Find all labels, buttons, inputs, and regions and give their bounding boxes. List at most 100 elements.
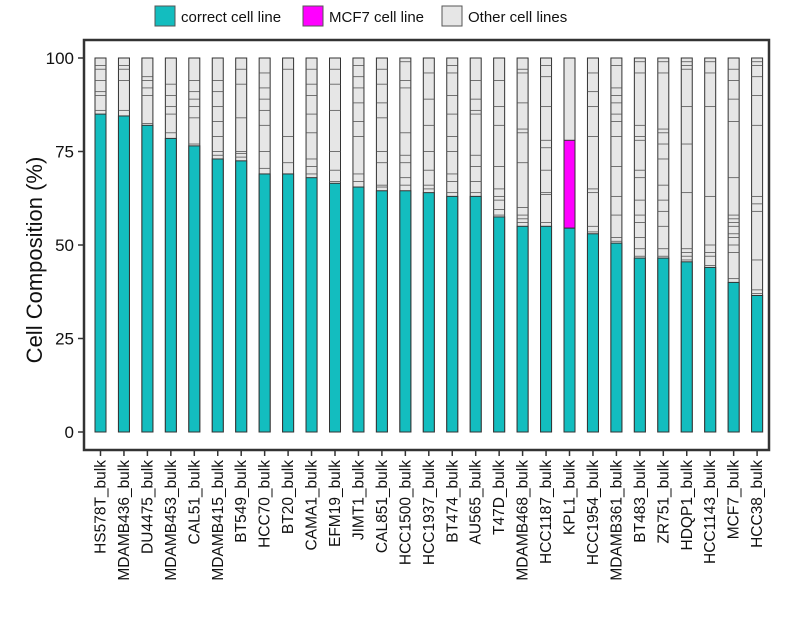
bar-stack [516,57,529,433]
bar-correct [540,225,553,433]
bar-stack [446,57,459,433]
x-tick-label: HCC1143_bulk [702,460,719,564]
bar-correct [211,158,224,433]
bar-correct [399,190,412,433]
bar-stack [235,57,248,433]
x-tick-label: MDAMB361_bulk [608,460,625,581]
bar-correct [704,266,717,433]
x-tick-label: ZR751_bulk [655,460,672,544]
y-tick-label: 25 [55,330,74,349]
x-tick-label: BT20_bulk [280,460,297,534]
x-tick-label: MDAMB453_bulk [163,460,180,581]
y-tick-label: 50 [55,236,74,255]
bar-stack [586,57,599,433]
bar-stack [305,57,318,433]
y-tick-label: 0 [65,423,74,442]
bar-correct [493,216,506,433]
y-tick-label: 100 [46,49,74,68]
bar-correct [117,115,130,433]
x-tick-label: EFM19_bulk [327,460,344,547]
bar-correct [586,233,599,433]
bar-stack [680,57,693,433]
bar-correct [235,160,248,433]
bar-stack [469,57,482,433]
x-tick-label: HDQP1_bulk [679,460,696,551]
bar-correct [188,145,201,433]
bar-correct [422,192,435,433]
x-tick-label: HCC70_bulk [257,460,274,548]
bar-correct [469,195,482,433]
bar-correct [610,242,623,433]
bar-correct [727,281,740,433]
bar-correct [141,124,154,433]
bar-stack [141,57,154,433]
x-tick-label: MDAMB436_bulk [116,460,133,581]
bar-stack [657,57,670,433]
bar-stack [117,57,130,433]
bar-correct [516,225,529,433]
bar-stack [727,57,740,433]
bar-stack [94,57,107,433]
x-tick-label: CAL51_bulk [186,460,203,545]
x-axis-labels: HS578T_bulk MDAMB436_bulk DU4475_bulk MDAMB… [93,450,766,581]
x-tick-label: HCC1500_bulk [397,460,414,565]
bar-correct [657,257,670,433]
bar-stack [704,57,717,433]
legend-label: correct cell line [181,9,281,26]
bar-correct [258,173,271,433]
bar-correct [446,195,459,433]
legend: correct cell line MCF7 cell line Other cel… [154,5,567,27]
x-tick-label: CAMA1_bulk [304,460,321,551]
x-tick-label: HCC1187_bulk [538,460,555,564]
bar-correct [375,190,388,433]
bar-stack [329,57,341,433]
bar-correct [305,177,318,433]
legend-label: MCF7 cell line [329,9,424,26]
bar-stack [399,57,412,433]
legend-label: Other cell lines [468,9,567,26]
x-tick-label: HS578T_bulk [93,460,110,554]
x-tick-label: BT483_bulk [632,460,649,543]
bar-correct [680,261,693,433]
x-tick-label: MDAMB415_bulk [210,460,227,581]
bar-stack [282,57,295,433]
legend-swatch [154,5,176,27]
legend-swatch [441,5,463,27]
bar-stack [188,57,201,433]
bar-mcf7 [563,139,576,229]
x-tick-label: HCC1954_bulk [585,460,602,565]
bar-stack [751,57,764,433]
x-tick-label: KPL1_bulk [562,460,579,535]
bar-stack [352,57,365,433]
y-axis: 0 25 50 75 100 [46,49,84,442]
x-tick-label: HCC1937_bulk [421,460,438,565]
bar-correct [633,257,646,433]
bar-correct [329,182,341,433]
x-tick-label: JIMT1_bulk [350,460,367,540]
bar-stack [633,57,646,433]
x-tick-label: BT549_bulk [233,460,250,543]
bar-correct [164,137,177,433]
x-tick-label: HCC38_bulk [749,460,766,548]
bar-stack [375,57,388,433]
bar-correct [94,113,107,433]
x-tick-label: T47D_bulk [491,460,508,535]
x-tick-label: MCF7_bulk [726,460,743,539]
bar-stack [563,57,576,433]
bar-stack [164,57,177,433]
y-tick-label: 75 [55,143,74,162]
legend-swatch [302,5,324,27]
bar-correct [282,173,295,433]
x-tick-label: BT474_bulk [444,460,461,543]
bar-stack [422,57,435,433]
bars [94,57,764,433]
bar-stack [493,57,506,433]
x-tick-label: DU4475_bulk [139,460,156,554]
bar-stack [610,57,623,433]
bar-stack [211,57,224,433]
bar-correct [563,227,576,433]
bar-stack [540,57,553,433]
x-tick-label: MDAMB468_bulk [515,460,532,581]
y-axis-title: Cell Composition (%) [22,157,47,364]
